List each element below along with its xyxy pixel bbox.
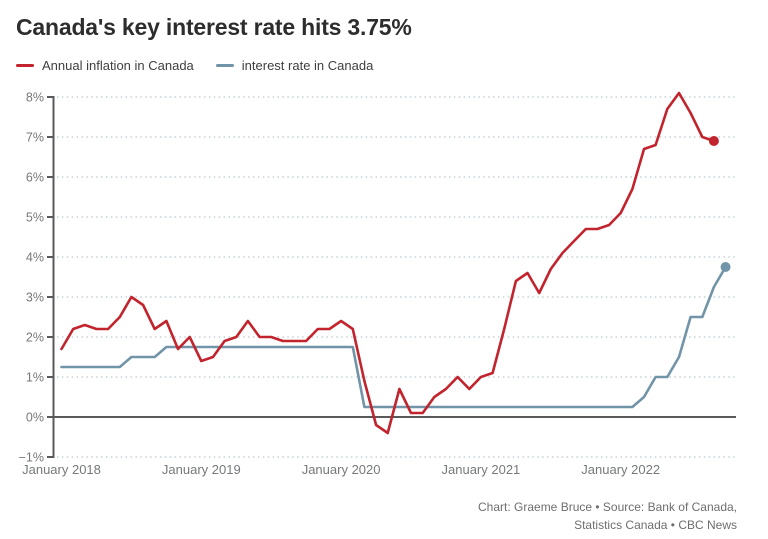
y-tick-label: 1% bbox=[26, 371, 44, 385]
y-tick-label: 3% bbox=[26, 291, 44, 305]
legend-label-inflation: Annual inflation in Canada bbox=[42, 58, 194, 73]
inflation-line bbox=[60, 91, 716, 435]
x-tick-label: January 2019 bbox=[162, 462, 241, 477]
y-tick-label: 5% bbox=[26, 211, 44, 225]
y-tick-label: 6% bbox=[26, 171, 44, 185]
legend-item-inflation: Annual inflation in Canada bbox=[16, 58, 194, 73]
inflation-line-swatch bbox=[16, 64, 34, 67]
y-tick-label: 0% bbox=[26, 411, 44, 425]
x-tick-label: January 2022 bbox=[581, 462, 660, 477]
attribution: Chart: Graeme Bruce • Source: Bank of Ca… bbox=[478, 499, 737, 534]
legend-item-interest-rate: interest rate in Canada bbox=[215, 58, 374, 73]
legend: Annual inflation in Canada interest rate… bbox=[16, 58, 373, 73]
legend-label-interest-rate: interest rate in Canada bbox=[241, 58, 374, 73]
y-tick-label: 4% bbox=[26, 251, 44, 265]
interest-rate-end-dot bbox=[720, 262, 731, 272]
inflation-end-dot bbox=[708, 136, 719, 146]
chart-title: Canada's key interest rate hits 3.75% bbox=[16, 14, 412, 40]
attribution-line-2: Statistics Canada • CBC News bbox=[574, 517, 737, 532]
attribution-line-1: Chart: Graeme Bruce • Source: Bank of Ca… bbox=[478, 500, 737, 514]
y-tick-label: 8% bbox=[26, 91, 44, 105]
x-tick-label: January 2020 bbox=[302, 462, 381, 477]
y-tick-label: −1% bbox=[19, 451, 44, 465]
interest-rate-line-swatch bbox=[215, 64, 234, 67]
x-tick-label: January 2018 bbox=[22, 462, 101, 477]
y-tick-label: 7% bbox=[26, 131, 44, 145]
y-tick-label: 2% bbox=[26, 331, 44, 345]
x-tick-label: January 2021 bbox=[442, 462, 521, 477]
